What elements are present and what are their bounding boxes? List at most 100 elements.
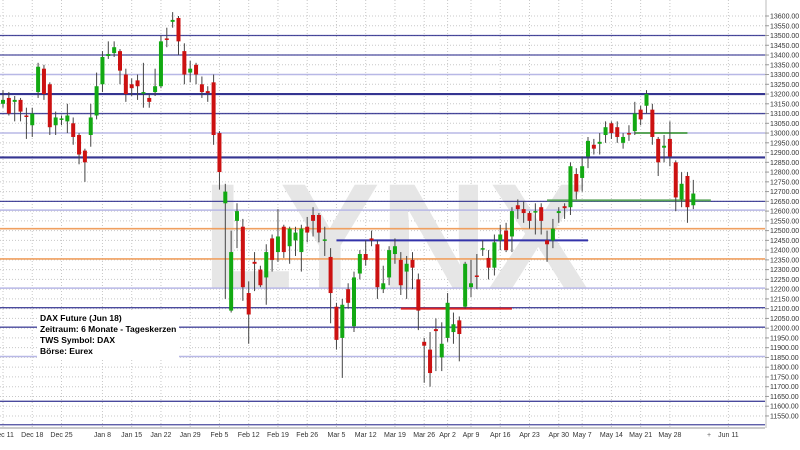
candle-body-up (404, 263, 409, 272)
candle (404, 255, 409, 299)
info-exchange: Börse: Eurex (40, 346, 93, 356)
y-tick-label: 12000.00 (770, 326, 799, 333)
candle (533, 203, 538, 235)
candle-body-up (492, 242, 497, 268)
candle (223, 183, 228, 299)
candle-body-up (141, 92, 146, 94)
x-tick-label: Dec 25 (50, 432, 72, 439)
candle-body-down (176, 17, 181, 42)
candle (638, 105, 643, 126)
candle-body-down (515, 205, 520, 210)
candle-body-up (223, 191, 228, 204)
candle (217, 131, 222, 190)
candle (100, 51, 105, 93)
candle-body-up (469, 283, 473, 288)
candle-body-down (41, 68, 46, 95)
x-tick-label: Jan 22 (150, 432, 171, 439)
candle (94, 72, 99, 120)
x-tick-label: Mar 12 (355, 432, 377, 439)
candle (574, 168, 579, 200)
y-tick-label: 13500.00 (770, 33, 799, 40)
candle-body-down (369, 238, 374, 241)
candle (556, 207, 561, 223)
candle-body-down (77, 135, 82, 155)
y-tick-label: 12100.00 (770, 306, 799, 313)
x-tick-label: May 28 (658, 432, 681, 439)
y-axis-border (765, 0, 767, 428)
y-tick-label: 12400.00 (770, 248, 799, 255)
y-tick-label: 13100.00 (770, 111, 799, 118)
candle (591, 138, 596, 155)
candle-body-down (539, 207, 544, 221)
candle-body-up (381, 283, 386, 290)
y-tick-label: 12950.00 (770, 140, 799, 147)
candle (515, 199, 520, 219)
candle (153, 68, 158, 96)
candle (469, 259, 473, 297)
candle-body-up (392, 246, 397, 255)
candle (30, 107, 35, 137)
candle (170, 12, 175, 28)
candle-body-up (153, 86, 158, 93)
candle-body-up (112, 47, 117, 54)
candle (381, 265, 386, 294)
candle-body-up (94, 86, 99, 116)
candle-body-down (673, 162, 678, 198)
candle-body-up (170, 19, 175, 22)
candle-body-up (533, 211, 538, 213)
candle-body-down (486, 257, 491, 268)
candle-body-down (609, 123, 614, 134)
candle (539, 203, 544, 235)
y-tick-label: 11550.00 (770, 413, 799, 420)
candle-body-up (264, 252, 269, 278)
candle-body-down (685, 175, 690, 208)
candle (691, 179, 696, 210)
candle-body-down (199, 84, 204, 93)
candle (656, 136, 661, 176)
candle (77, 133, 82, 165)
candle-body-down (240, 226, 245, 288)
y-tick-label: 12800.00 (770, 170, 799, 177)
candle-body-down (316, 215, 321, 233)
candle-body-up (632, 113, 637, 132)
x-tick-label: Mar 26 (413, 432, 435, 439)
candle-body-up (59, 118, 64, 120)
y-tick-label: 12750.00 (770, 179, 799, 186)
candle (246, 281, 251, 344)
candle (12, 95, 17, 122)
candle-body-up (322, 239, 327, 241)
candle (65, 103, 70, 134)
y-tick-label: 11600.00 (770, 404, 799, 411)
candle (293, 226, 298, 256)
candle (527, 211, 532, 229)
candle (679, 172, 684, 208)
candle-body-up (65, 115, 70, 122)
candle-body-up (445, 302, 450, 338)
candle-body-down (281, 226, 286, 253)
candle (474, 254, 479, 290)
y-tick-label: 11900.00 (770, 345, 799, 352)
candle (18, 97, 23, 122)
candle (521, 201, 526, 223)
candle-body-up (352, 277, 356, 327)
candle-body-down (334, 306, 339, 340)
x-tick-label: Dec 11 (0, 432, 14, 439)
candle (352, 271, 356, 333)
y-tick-label: 13200.00 (770, 92, 799, 99)
candle-body-up (1, 99, 5, 104)
candle (632, 101, 637, 136)
candle (199, 76, 204, 98)
y-tick-label: 13300.00 (770, 72, 799, 79)
y-tick-label: 12200.00 (770, 287, 799, 294)
candle (235, 203, 239, 249)
candle-body-down (305, 226, 310, 233)
candle (328, 248, 333, 324)
x-tick-label: Apr 23 (519, 432, 540, 439)
candle (299, 224, 304, 272)
candle-body-up (188, 68, 193, 73)
candle (188, 60, 193, 83)
x-tick-label: Mar 19 (384, 432, 406, 439)
candle-body-up (275, 236, 280, 253)
candle (650, 103, 655, 145)
candle (398, 252, 403, 295)
